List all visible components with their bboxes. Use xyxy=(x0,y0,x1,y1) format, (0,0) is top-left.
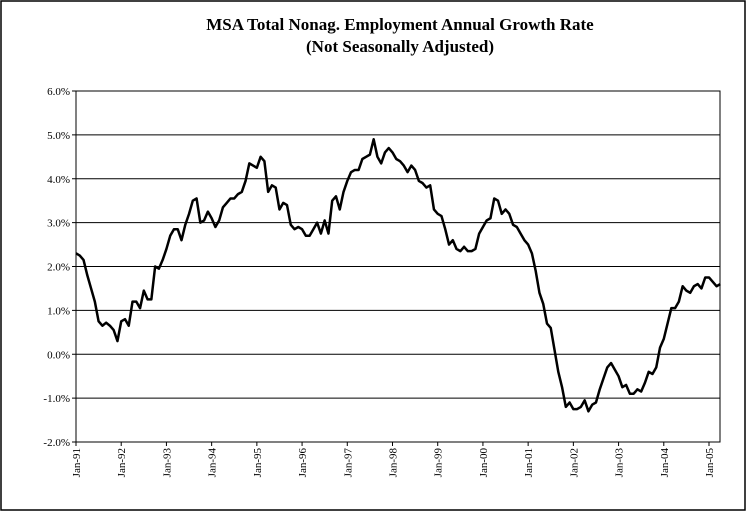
x-tick-label: Jan-97 xyxy=(342,448,354,478)
x-tick-label: Jan-94 xyxy=(207,448,219,478)
x-tick-label: Jan-03 xyxy=(614,448,626,478)
y-tick-label: 6.0% xyxy=(47,86,70,98)
x-tick-label: Jan-98 xyxy=(388,448,400,478)
x-tick-label: Jan-02 xyxy=(568,448,580,477)
x-tick-label: Jan-91 xyxy=(71,448,83,477)
x-tick-label: Jan-99 xyxy=(433,448,445,478)
x-tick-label: Jan-00 xyxy=(478,448,490,478)
data-line xyxy=(75,138,721,413)
y-tick-label: -1.0% xyxy=(43,393,70,405)
y-tick-label: 0.0% xyxy=(47,349,70,361)
chart-subtitle: (Not Seasonally Adjusted) xyxy=(306,37,494,56)
chart-title: MSA Total Nonag. Employment Annual Growt… xyxy=(206,15,594,34)
x-tick-label: Jan-93 xyxy=(161,448,173,478)
x-tick-label: Jan-95 xyxy=(252,448,264,478)
x-tick-label: Jan-05 xyxy=(704,448,716,478)
y-tick-label: 2.0% xyxy=(47,262,70,274)
x-tick-label: Jan-96 xyxy=(297,448,309,478)
y-tick-label: 1.0% xyxy=(47,305,70,317)
y-tick-label: -2.0% xyxy=(43,437,70,449)
y-tick-label: 3.0% xyxy=(47,218,70,230)
y-tick-label: 5.0% xyxy=(47,130,70,142)
x-tick-label: Jan-92 xyxy=(116,448,128,477)
y-tick-label: 4.0% xyxy=(47,174,70,186)
x-tick-label: Jan-04 xyxy=(659,448,671,478)
x-tick-label: Jan-01 xyxy=(523,448,535,477)
